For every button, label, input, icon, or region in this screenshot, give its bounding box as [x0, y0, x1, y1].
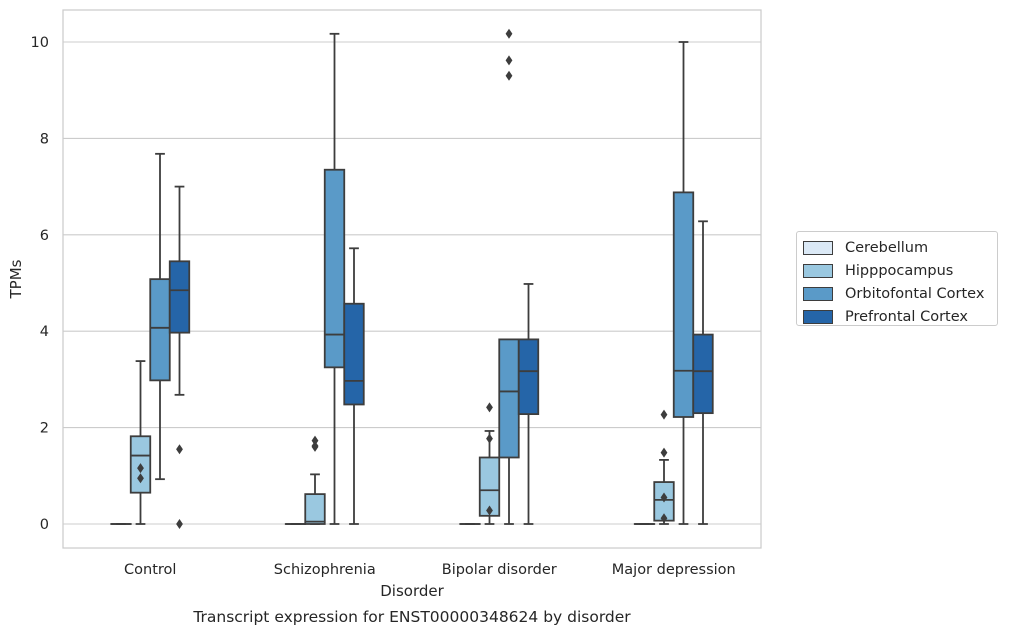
- outlier-point: [486, 433, 493, 444]
- box-iqr: [149, 278, 171, 382]
- box-prefrontal-cortex: [168, 185, 191, 529]
- outlier-point: [486, 402, 493, 413]
- plot-frame: [62, 9, 762, 549]
- chart-title: Transcript expression for ENST0000034862…: [192, 608, 631, 626]
- box-orbitofontal-cortex: [672, 41, 695, 525]
- legend-label: Cerebellum: [845, 239, 929, 256]
- outlier-point: [137, 463, 144, 474]
- outlier-point: [137, 473, 144, 484]
- outlier-point: [311, 440, 319, 451]
- y-axis-ticks: 0 2 4 6 8 10: [31, 35, 49, 533]
- box-prefrontal-cortex: [692, 220, 714, 525]
- box-orbitofontal-cortex: [323, 32, 346, 525]
- legend-swatch: [803, 309, 833, 324]
- legend-swatch: [803, 263, 833, 278]
- legend-swatch: [803, 240, 833, 255]
- outlier-point: [176, 519, 183, 529]
- x-tick-label: Bipolar disorder: [442, 562, 557, 578]
- x-tick-label: Schizophrenia: [274, 562, 376, 578]
- box-iqr: [323, 168, 346, 369]
- box-hipppocampus: [129, 360, 152, 525]
- box-hipppocampus: [304, 435, 326, 525]
- box-hipppocampus: [478, 402, 501, 525]
- box-iqr: [517, 338, 540, 416]
- outlier-point: [660, 492, 668, 503]
- box-orbitofontal-cortex: [498, 28, 520, 525]
- box-iqr: [692, 333, 714, 415]
- box-iqr: [343, 302, 365, 406]
- x-axis-label: Disorder: [380, 582, 444, 600]
- box-iqr: [304, 493, 326, 525]
- outlier-point: [660, 513, 668, 524]
- x-axis-ticks: Control Schizophrenia Bipolar disorder Majo…: [124, 562, 736, 578]
- y-tick-label: 8: [40, 131, 49, 147]
- box-iqr: [498, 338, 520, 459]
- x-tick-label: Control: [124, 562, 176, 578]
- y-tick-label: 6: [40, 228, 49, 244]
- outlier-point: [505, 70, 513, 81]
- y-tick-label: 4: [40, 324, 49, 340]
- box-hipppocampus: [653, 409, 675, 525]
- legend-label: Orbitofontal Cortex: [845, 285, 985, 302]
- outlier-point: [660, 447, 668, 458]
- x-tick-label: Major depression: [612, 562, 736, 578]
- outlier-point: [486, 505, 493, 516]
- y-tick-label: 2: [40, 421, 49, 437]
- y-tick-label: 0: [40, 517, 49, 533]
- box-orbitofontal-cortex: [149, 152, 171, 481]
- legend-label: Hipppocampus: [845, 262, 954, 279]
- legend-label: Prefrontal Cortex: [845, 308, 968, 325]
- box-iqr: [168, 260, 191, 334]
- y-axis-label: TPMs: [7, 259, 25, 299]
- box-iqr: [672, 191, 695, 418]
- outlier-point: [176, 444, 183, 455]
- y-tick-label: 10: [31, 35, 49, 51]
- outlier-point: [505, 55, 513, 66]
- legend-item: Hipppocampus: [803, 259, 997, 282]
- box-iqr: [478, 456, 501, 517]
- outlier-point: [660, 409, 668, 420]
- legend-item: Prefrontal Cortex: [803, 305, 997, 328]
- boxes: [110, 28, 714, 529]
- legend: Cerebellum Hipppocampus Orbitofontal Corte…: [796, 231, 998, 326]
- legend-item: Cerebellum: [803, 236, 997, 259]
- outlier-point: [505, 28, 513, 39]
- outlier-point: [311, 435, 319, 446]
- box-prefrontal-cortex: [343, 247, 365, 525]
- legend-item: Orbitofontal Cortex: [803, 282, 997, 305]
- box-prefrontal-cortex: [517, 283, 540, 525]
- legend-swatch: [803, 286, 833, 301]
